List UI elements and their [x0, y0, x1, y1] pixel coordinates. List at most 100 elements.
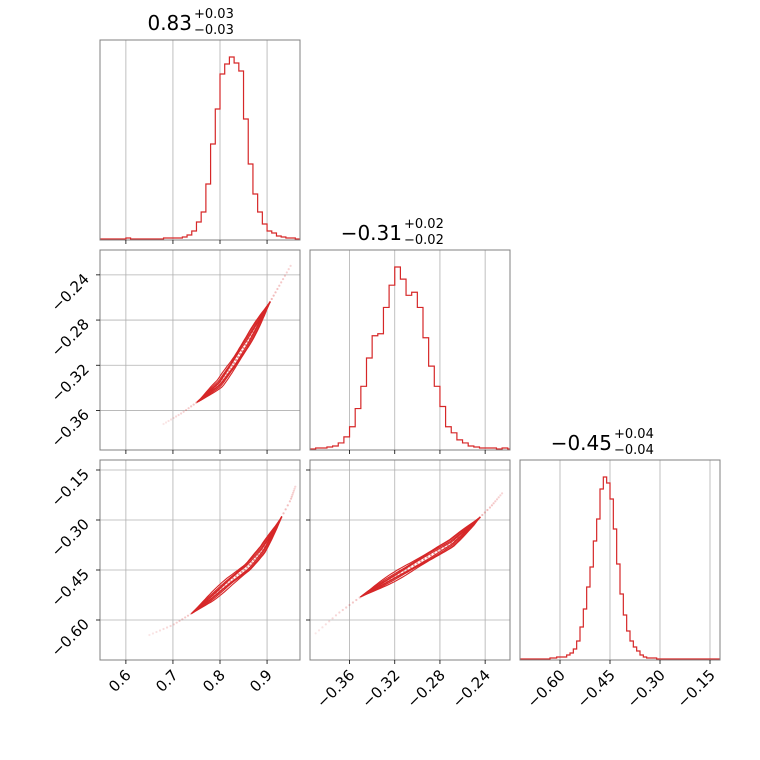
scatter-point	[172, 623, 175, 626]
scatter-point	[155, 630, 158, 634]
scatter-point	[433, 552, 436, 555]
scatter-point	[429, 554, 433, 557]
scatter-point	[248, 563, 251, 567]
scatter-point	[494, 500, 497, 503]
scatter-point	[286, 504, 289, 507]
x-tick-label: −0.30	[624, 666, 669, 711]
scatter-point	[234, 575, 238, 578]
scatter-point	[294, 485, 297, 488]
scatter-point	[175, 621, 178, 624]
scatter-point	[282, 512, 285, 515]
density-contour	[196, 301, 271, 403]
scatter-point	[278, 284, 281, 287]
title-lower: −0.03	[194, 23, 234, 38]
scatter-point	[158, 629, 162, 632]
scatter-point	[172, 416, 175, 420]
scatter-point	[483, 511, 486, 514]
scatter-point	[495, 498, 499, 501]
scatter-point	[254, 556, 258, 559]
histogram-series	[520, 476, 720, 660]
scatter-point	[419, 560, 422, 563]
histogram-series	[310, 266, 510, 450]
y-tick-label: −0.28	[48, 315, 93, 360]
scatter-panel-scatter-2-0	[96, 459, 301, 664]
scatter-point	[292, 489, 295, 492]
scatter-point	[252, 558, 255, 562]
scatter-point	[240, 349, 243, 353]
scatter-point	[182, 410, 185, 413]
x-tick-label: −0.24	[449, 666, 494, 711]
scatter-point	[151, 632, 155, 635]
scatter-point	[341, 608, 344, 612]
scatter-point	[270, 297, 273, 301]
scatter-point	[481, 513, 484, 517]
scatter-point	[416, 562, 419, 565]
scatter-point	[314, 632, 317, 635]
scatter-point	[169, 624, 172, 628]
scatter-point	[162, 627, 165, 631]
scatter-point	[243, 568, 246, 571]
scatter-point	[181, 618, 184, 621]
scatter-point	[227, 370, 230, 373]
x-tick-label: 0.6	[105, 666, 135, 696]
title-lower: −0.04	[614, 443, 654, 458]
scatter-point	[165, 626, 169, 629]
x-tick-label: −0.60	[524, 666, 569, 711]
scatter-point	[229, 367, 232, 370]
scatter-point	[288, 500, 291, 503]
scatter-point	[179, 412, 183, 415]
scatter-point	[184, 616, 187, 619]
scatter-panel-scatter-2-1	[306, 459, 511, 664]
scatter-point	[174, 415, 178, 418]
axes-frame	[99, 459, 301, 661]
scatter-point	[291, 493, 294, 496]
y-tick-label: −0.15	[48, 465, 93, 510]
x-tick-label: −0.32	[358, 666, 403, 711]
scatter-point	[499, 494, 502, 497]
scatter-point	[289, 264, 292, 267]
scatter-point	[439, 548, 443, 551]
scatter-point	[287, 268, 290, 271]
scatter-point	[500, 492, 504, 495]
scatter-point	[236, 355, 239, 359]
scatter-point	[185, 408, 188, 412]
axes-frame	[99, 249, 301, 451]
scatter-point	[331, 617, 334, 620]
scatter-point	[490, 504, 494, 507]
scatter-point	[338, 611, 341, 614]
scatter-point	[293, 487, 296, 490]
title-upper: +0.02	[404, 217, 444, 232]
scatter-point	[436, 550, 439, 553]
x-tick-label: 0.9	[246, 666, 276, 696]
scatter-point	[423, 558, 426, 561]
scatter-point	[292, 491, 295, 494]
y-tick-label: −0.36	[48, 406, 93, 451]
scatter-point	[229, 579, 232, 583]
density-contour	[191, 516, 283, 615]
scatter-point	[317, 629, 321, 632]
y-tick-label: −0.60	[48, 615, 93, 660]
x-tick-label: −0.15	[674, 666, 719, 711]
x-tick-label: 0.8	[199, 666, 229, 696]
axes-frame	[309, 249, 511, 451]
scatter-point	[246, 566, 249, 569]
scatter-point	[238, 352, 241, 356]
scatter-point	[426, 556, 429, 559]
scatter-point	[186, 614, 190, 617]
scatter-point	[321, 626, 324, 629]
axes-frame	[309, 459, 511, 661]
title-value: 0.83	[147, 11, 192, 35]
scatter-point	[281, 277, 285, 281]
x-tick-label: −0.45	[574, 666, 619, 711]
scatter-point	[250, 561, 253, 564]
title-upper: +0.03	[194, 7, 234, 22]
scatter-point	[492, 502, 495, 505]
title-value: −0.31	[341, 221, 402, 245]
scatter-point	[283, 274, 287, 277]
scatter-point	[148, 633, 151, 637]
title-upper: +0.04	[614, 427, 654, 442]
scatter-point	[237, 573, 240, 576]
x-tick-label: 0.7	[152, 666, 182, 696]
scatter-point	[348, 603, 351, 607]
